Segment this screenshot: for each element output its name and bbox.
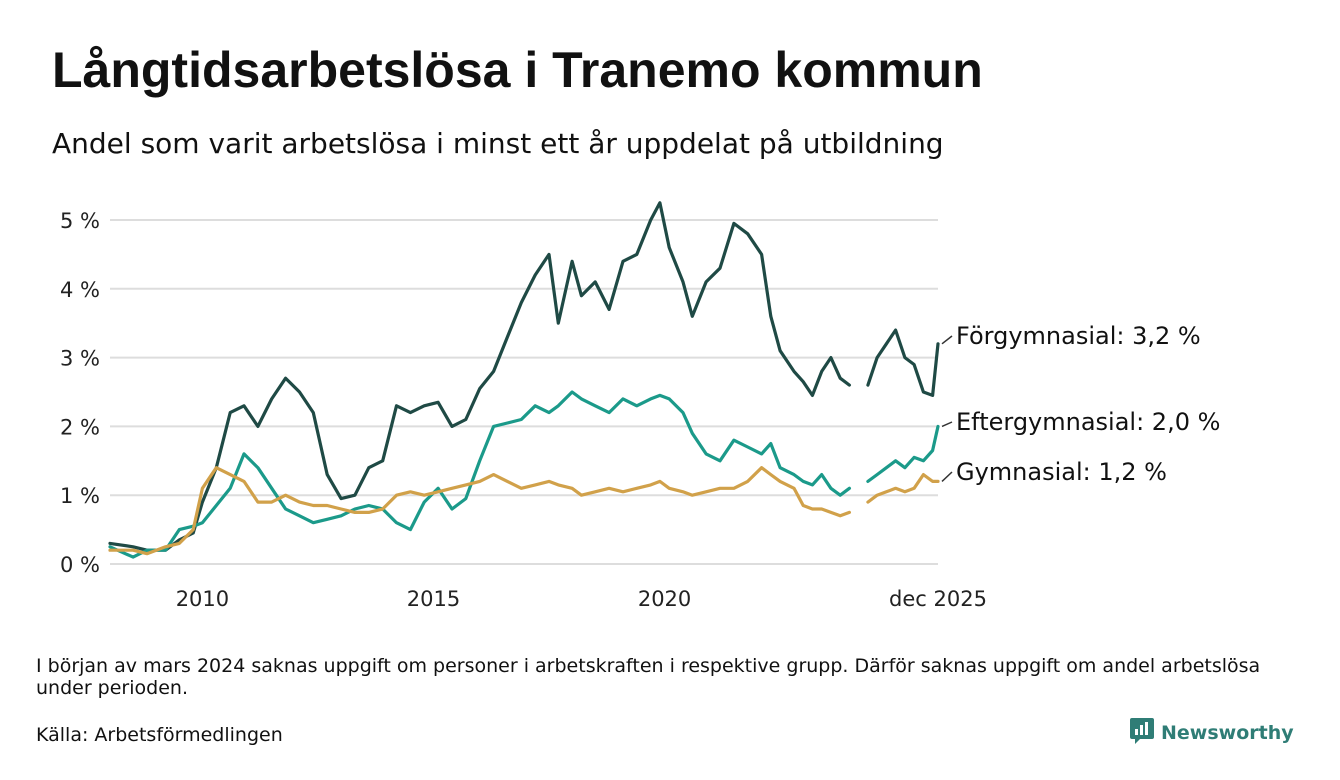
label-connector	[941, 421, 953, 428]
line-chart: 0 %1 %2 %3 %4 %5 % 2010 2015 2020 dec 2025 …	[60, 201, 1220, 611]
x-tick-label: 2015	[407, 587, 460, 611]
x-tick-label: 2010	[176, 587, 229, 611]
x-tick-label: dec 2025	[889, 587, 987, 611]
footnote: I början av mars 2024 saknas uppgift om …	[36, 655, 1261, 699]
y-tick-label: 0 %	[60, 553, 100, 577]
series-label-förgymnasial: Förgymnasial: 3,2 %	[956, 322, 1201, 350]
y-tick-label: 1 %	[60, 484, 100, 508]
gridlines	[110, 219, 938, 565]
series-label-eftergymnasial: Eftergymnasial: 2,0 %	[956, 408, 1220, 436]
label-connector	[941, 335, 953, 345]
series-line-gymnasial	[866, 473, 940, 504]
series-line-förgymnasial	[108, 201, 851, 552]
series-label-gymnasial: Gymnasial: 1,2 %	[956, 458, 1167, 486]
y-tick-label: 5 %	[60, 209, 100, 233]
series-lines	[108, 201, 940, 559]
brand-logo[interactable]: Newsworthy	[1129, 718, 1294, 748]
label-connector	[941, 471, 953, 482]
series-line-eftergymnasial	[866, 424, 940, 483]
chart-subtitle: Andel som varit arbetslösa i minst ett å…	[52, 127, 944, 160]
y-tick-label: 4 %	[60, 278, 100, 302]
source-credit: Källa: Arbetsförmedlingen	[36, 724, 283, 746]
chart-title: Långtidsarbetslösa i Tranemo kommun	[52, 42, 983, 98]
series-line-eftergymnasial	[108, 390, 851, 559]
y-axis-ticks: 0 % 1 % 2 % 3 % 4 % 5 %	[60, 209, 100, 577]
series-labels: Förgymnasial: 3,2 % Eftergymnasial: 2,0 %…	[941, 322, 1220, 486]
x-tick-label: 2020	[638, 587, 691, 611]
series-line-gymnasial	[108, 466, 851, 556]
y-tick-label: 3 %	[60, 347, 100, 371]
newsworthy-logo-icon	[1129, 717, 1155, 749]
brand-name: Newsworthy	[1161, 722, 1294, 744]
y-tick-label: 2 %	[60, 415, 100, 439]
series-line-förgymnasial	[866, 328, 940, 397]
x-axis-ticks: 2010 2015 2020 dec 2025	[176, 587, 987, 611]
